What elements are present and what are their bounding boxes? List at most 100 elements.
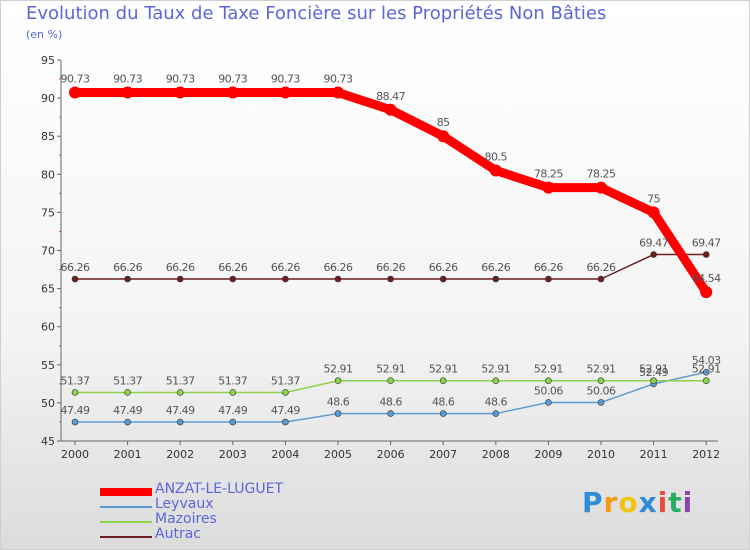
data-label-autrac-2005: 66.26 (324, 261, 353, 274)
y-tick-label-95: 95 (41, 54, 55, 67)
data-point-mazoires-2003 (229, 389, 237, 396)
data-label-mazoires-2003: 51.37 (218, 374, 247, 387)
x-tick-label-2004: 2004 (271, 448, 299, 461)
logo-letter: x (638, 486, 658, 519)
data-label-anzat-le-luguet-2000: 90.73 (61, 73, 90, 86)
data-label-leyvaux-2001: 47.49 (113, 404, 142, 417)
data-label-mazoires-2004: 51.37 (271, 374, 300, 387)
data-point-anzat-le-luguet-2004 (279, 86, 292, 99)
y-tick-label-90: 90 (41, 92, 55, 105)
data-point-mazoires-2009 (545, 377, 552, 385)
data-point-anzat-le-luguet-2006 (384, 103, 397, 116)
data-point-leyvaux-2004 (282, 418, 289, 426)
data-label-mazoires-2002: 51.37 (166, 374, 195, 387)
data-point-autrac-2011 (650, 251, 657, 258)
data-point-mazoires-2012 (702, 377, 710, 385)
data-point-autrac-2003 (229, 275, 237, 283)
data-label-mazoires-2000: 51.37 (61, 374, 90, 387)
x-tick-label-2006: 2006 (377, 448, 405, 461)
data-point-autrac-2002 (176, 275, 184, 283)
data-point-mazoires-2004 (282, 389, 289, 396)
data-label-anzat-le-luguet-2006: 88.47 (376, 90, 405, 103)
data-point-autrac-2010 (597, 275, 605, 283)
legend-swatch-anzat (100, 488, 152, 496)
data-label-autrac-2004: 66.26 (271, 261, 300, 274)
chart-title: Evolution du Taux de Taxe Foncière sur l… (26, 3, 607, 24)
legend-swatch-leyvaux (100, 506, 152, 508)
data-point-anzat-le-luguet-2003 (226, 86, 239, 99)
data-point-leyvaux-2009 (545, 399, 552, 406)
y-tick-label-55: 55 (41, 359, 55, 372)
x-tick-label-2003: 2003 (219, 448, 247, 461)
x-tick-label-2000: 2000 (61, 448, 89, 461)
data-point-autrac-2004 (282, 275, 289, 283)
data-label-anzat-le-luguet-2009: 78.25 (534, 168, 563, 181)
data-point-leyvaux-2012 (702, 368, 710, 376)
data-point-mazoires-2000 (71, 389, 79, 396)
data-label-anzat-le-luguet-2007: 85 (437, 116, 450, 129)
data-label-autrac-2000: 66.26 (61, 261, 90, 274)
y-tick-label-65: 65 (41, 283, 55, 296)
data-label-leyvaux-2006: 48.6 (379, 396, 402, 409)
logo-letter: P (582, 486, 604, 519)
data-label-autrac-2011: 69.47 (639, 237, 668, 250)
data-label-anzat-le-luguet-2002: 90.73 (166, 73, 195, 86)
y-tick-label-70: 70 (41, 245, 55, 258)
data-label-leyvaux-2004: 47.49 (271, 404, 300, 417)
data-point-anzat-le-luguet-2012 (700, 286, 713, 299)
y-tick-label-50: 50 (41, 397, 55, 410)
data-label-anzat-le-luguet-2001: 90.73 (113, 73, 142, 86)
data-point-mazoires-2005 (334, 377, 342, 385)
y-tick-label-85: 85 (41, 130, 55, 143)
data-label-leyvaux-2011: 52.49 (639, 366, 668, 379)
data-point-mazoires-2011 (650, 377, 657, 385)
data-label-autrac-2010: 66.26 (587, 261, 616, 274)
data-point-leyvaux-2006 (387, 410, 394, 417)
data-label-leyvaux-2003: 47.49 (218, 404, 247, 417)
data-label-anzat-le-luguet-2008: 80.5 (485, 150, 508, 163)
data-point-mazoires-2010 (597, 377, 605, 385)
data-label-anzat-le-luguet-2011: 75 (647, 192, 660, 205)
data-label-mazoires-2001: 51.37 (113, 374, 142, 387)
logo-letter: t (668, 486, 683, 519)
data-label-anzat-le-luguet-2010: 78.25 (587, 168, 616, 181)
data-label-autrac-2007: 66.26 (429, 261, 458, 274)
data-point-autrac-2012 (702, 251, 710, 258)
data-label-anzat-le-luguet-2005: 90.73 (324, 73, 353, 86)
data-point-anzat-le-luguet-2001 (121, 86, 134, 99)
data-label-mazoires-2010: 52.91 (587, 363, 616, 376)
data-point-leyvaux-2007 (439, 410, 447, 417)
data-label-autrac-2012: 69.47 (692, 237, 721, 250)
logo-letter: i (682, 486, 694, 519)
data-label-autrac-2009: 66.26 (534, 261, 563, 274)
data-label-mazoires-2009: 52.91 (534, 363, 563, 376)
y-tick-label-60: 60 (41, 321, 55, 334)
legend-swatch-mazoires (100, 521, 152, 523)
x-tick-label-2007: 2007 (429, 448, 457, 461)
data-label-mazoires-2008: 52.91 (481, 363, 510, 376)
data-label-leyvaux-2008: 48.6 (485, 396, 508, 409)
data-point-mazoires-2007 (439, 377, 447, 385)
data-point-mazoires-2006 (387, 377, 394, 385)
legend-label-autrac: Autrac (155, 526, 201, 542)
legend-label-leyvaux: Leyvaux (155, 496, 214, 512)
data-point-leyvaux-2008 (492, 410, 500, 417)
data-point-leyvaux-2005 (334, 410, 342, 417)
data-label-mazoires-2006: 52.91 (376, 363, 405, 376)
data-point-leyvaux-2001 (124, 418, 131, 426)
data-label-leyvaux-2009: 50.06 (534, 384, 563, 397)
data-point-autrac-2001 (124, 275, 131, 283)
data-label-autrac-2002: 66.26 (166, 261, 195, 274)
data-point-mazoires-2008 (492, 377, 500, 385)
x-tick-label-2010: 2010 (587, 448, 615, 461)
data-label-leyvaux-2010: 50.06 (587, 384, 616, 397)
data-point-anzat-le-luguet-2005 (332, 86, 344, 99)
data-point-autrac-2006 (387, 275, 394, 283)
data-label-autrac-2006: 66.26 (376, 261, 405, 274)
x-tick-label-2012: 2012 (692, 448, 720, 461)
data-point-mazoires-2002 (176, 389, 184, 396)
data-label-autrac-2001: 66.26 (113, 261, 142, 274)
data-point-anzat-le-luguet-2000 (69, 86, 81, 99)
data-point-anzat-le-luguet-2007 (437, 130, 450, 143)
